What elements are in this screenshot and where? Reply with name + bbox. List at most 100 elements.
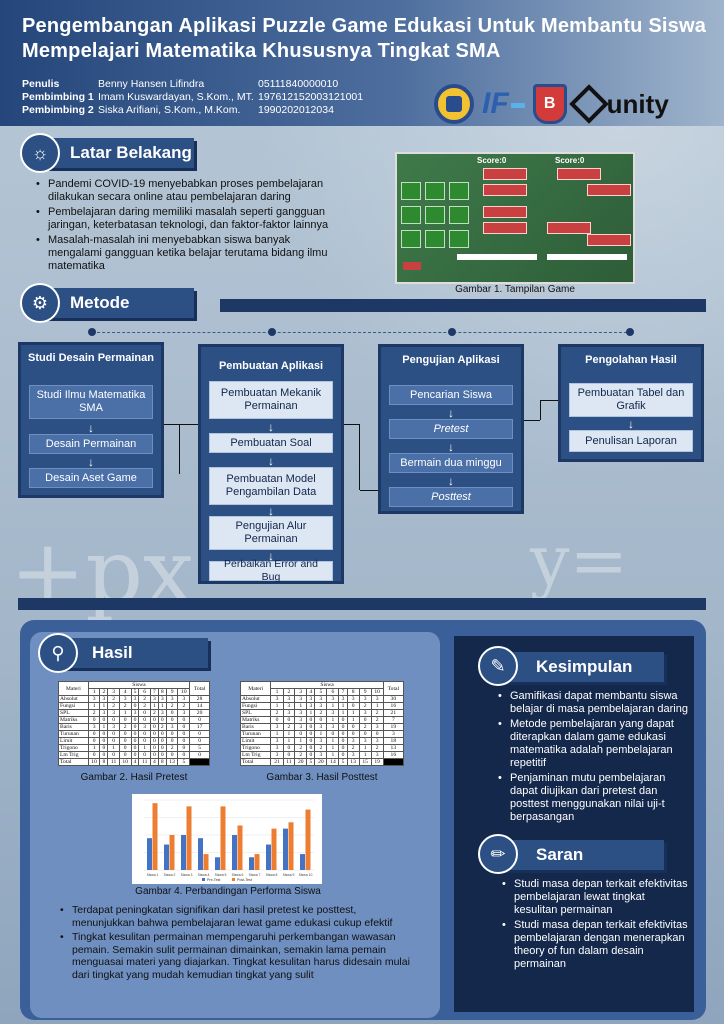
author-name: Siska Arifiani, S.Kom., M.Kom. bbox=[98, 104, 241, 116]
table-row: Trigono 1 0 1 0 0 1 0 0 2 0 5 bbox=[58, 744, 210, 752]
bullet-item: Studi masa depan terkait efektivitas pem… bbox=[502, 919, 688, 971]
table-header: 9 bbox=[165, 688, 179, 696]
table-cell: 8 bbox=[99, 758, 109, 766]
table-cell: 0 bbox=[189, 751, 210, 759]
table-cell: 3 bbox=[270, 723, 284, 731]
table-cell: Matriks bbox=[239, 716, 272, 724]
table-cell: 0 bbox=[165, 709, 179, 717]
table-header: 8 bbox=[346, 688, 360, 696]
x-tick-label: Siswa 4 bbox=[198, 873, 210, 877]
connector-line bbox=[540, 400, 558, 420]
bar-post-test bbox=[271, 828, 277, 870]
table-row: Total 10 8 11 10 4 11 4 8 13 5 bbox=[58, 758, 210, 766]
table-cell: 0 bbox=[99, 751, 109, 759]
bullet-item: Pembelajaran daring memiliki masalah sep… bbox=[36, 206, 346, 232]
table-cell: 1 bbox=[99, 723, 109, 731]
table-cell: 2 bbox=[107, 695, 120, 703]
bullet-item: Metode pembelajaran yang dapat diterapka… bbox=[498, 718, 688, 770]
table-cell: 3 bbox=[314, 702, 328, 710]
table-cell: 0 bbox=[294, 730, 308, 738]
table-row: Fungsi 1 3 1 3 3 1 1 0 2 1 16 bbox=[239, 702, 405, 710]
table-cell: 16 bbox=[382, 702, 405, 710]
table-cell: Total bbox=[58, 758, 89, 766]
table-cell: 3 bbox=[314, 723, 328, 731]
connector-line bbox=[360, 490, 378, 491]
table-cell: 2 bbox=[294, 744, 308, 752]
x-tick-label: Siswa 10 bbox=[299, 873, 313, 877]
table-cell: 1 bbox=[346, 709, 360, 717]
x-tick-label: Siswa 5 bbox=[215, 873, 227, 877]
table-cell: 3 bbox=[326, 723, 340, 731]
timeline-line bbox=[92, 332, 632, 333]
x-tick-label: Siswa 8 bbox=[266, 873, 278, 877]
table-cell: 3 bbox=[358, 695, 372, 703]
table-cell: Turunan bbox=[239, 730, 272, 738]
table-cell: 3 bbox=[177, 709, 191, 717]
table-cell: 2 bbox=[138, 702, 151, 710]
table-cell: 0 bbox=[130, 751, 140, 759]
unity-cube-icon bbox=[568, 84, 609, 124]
legend-label: Post-Test bbox=[237, 878, 252, 882]
table-cell: 0 bbox=[99, 744, 109, 752]
bar-pre-test bbox=[300, 854, 305, 870]
table-cell: 3 bbox=[346, 737, 360, 745]
table-cell: 1 bbox=[306, 709, 316, 717]
table-cell: 2 bbox=[165, 702, 179, 710]
table-cell: 0 bbox=[99, 730, 109, 738]
table-cell: 0 bbox=[149, 737, 159, 745]
lightbulb-icon: ☼ bbox=[20, 133, 60, 173]
bar-post-test bbox=[288, 822, 294, 870]
table-cell: 5 bbox=[177, 758, 191, 766]
table-header: 2 bbox=[282, 688, 296, 696]
table-cell: 3 bbox=[338, 695, 348, 703]
table-cell: 1 bbox=[157, 702, 167, 710]
table-cell: 3 bbox=[346, 695, 360, 703]
table-cell: 2 bbox=[177, 702, 191, 710]
table-cell: 1 bbox=[149, 702, 159, 710]
table-cell: Trigono bbox=[239, 744, 272, 752]
bullet-item: Penjaminan mutu pembelajaran dapat diuji… bbox=[498, 772, 688, 824]
author-row: Pembimbing 2 Siska Arifiani, S.Kom., M.K… bbox=[22, 104, 368, 117]
legend-swatch bbox=[202, 878, 205, 881]
table-cell: 3 bbox=[99, 709, 109, 717]
table-cell: 3 bbox=[294, 716, 308, 724]
table-header: 6 bbox=[326, 688, 340, 696]
table-row: Limit 0 0 0 0 0 0 0 0 0 0 0 bbox=[58, 737, 210, 745]
table-cell: 1 bbox=[87, 744, 101, 752]
table-cell: 0 bbox=[306, 723, 316, 731]
table-cell: 1 bbox=[358, 744, 372, 752]
table-row: Total 21 11 20 5 20 14 5 13 15 19 bbox=[239, 758, 405, 766]
method-step: Bermain dua minggu bbox=[389, 453, 513, 473]
table-cell: 0 bbox=[149, 744, 159, 752]
pretest-table: Materi Siswa Total 1 2 3 4 5 6 7 8 9 10 Absolut 3 3 2 3 3 2… bbox=[58, 681, 210, 766]
author-name: Benny Hansen Lifindra bbox=[98, 78, 205, 90]
author-row: Pembimbing 1 Imam Kuswardayan, S.Kom., M… bbox=[22, 91, 368, 104]
table-cell: 2 bbox=[294, 751, 308, 759]
table-header: 1 bbox=[270, 688, 284, 696]
timeline-dot bbox=[88, 328, 96, 336]
bar-post-test bbox=[220, 806, 226, 870]
bullet-item: Masalah-masalah ini menyebabkan siswa ba… bbox=[36, 234, 346, 273]
table-cell: 3 bbox=[149, 695, 159, 703]
poster-header: Pengembangan Aplikasi Puzzle Game Edukas… bbox=[0, 0, 724, 126]
table-header: 10 bbox=[177, 688, 191, 696]
table-cell: 13 bbox=[382, 744, 405, 752]
table-cell: 0 bbox=[165, 737, 179, 745]
table-cell: 16 bbox=[382, 751, 405, 759]
table-header: 4 bbox=[306, 688, 316, 696]
table-cell: 3 bbox=[314, 695, 328, 703]
table-header: 3 bbox=[294, 688, 308, 696]
table-cell: 0 bbox=[358, 730, 372, 738]
author-role: Pembimbing 1 bbox=[22, 91, 94, 103]
table-cell: 0 bbox=[177, 730, 191, 738]
bar-post-test bbox=[186, 806, 192, 870]
table-cell: 19 bbox=[382, 723, 405, 731]
table-row: SPL 2 3 3 1 3 0 2 3 0 3 20 bbox=[58, 709, 210, 717]
divider-bar bbox=[18, 598, 706, 610]
table-cell: 2 bbox=[138, 695, 151, 703]
column-head: Pengujian Aplikasi bbox=[402, 354, 500, 366]
table-cell: 0 bbox=[107, 751, 120, 759]
table-cell: 3 bbox=[282, 695, 296, 703]
bar-pre-test bbox=[283, 828, 288, 870]
table-cell: 0 bbox=[157, 737, 167, 745]
